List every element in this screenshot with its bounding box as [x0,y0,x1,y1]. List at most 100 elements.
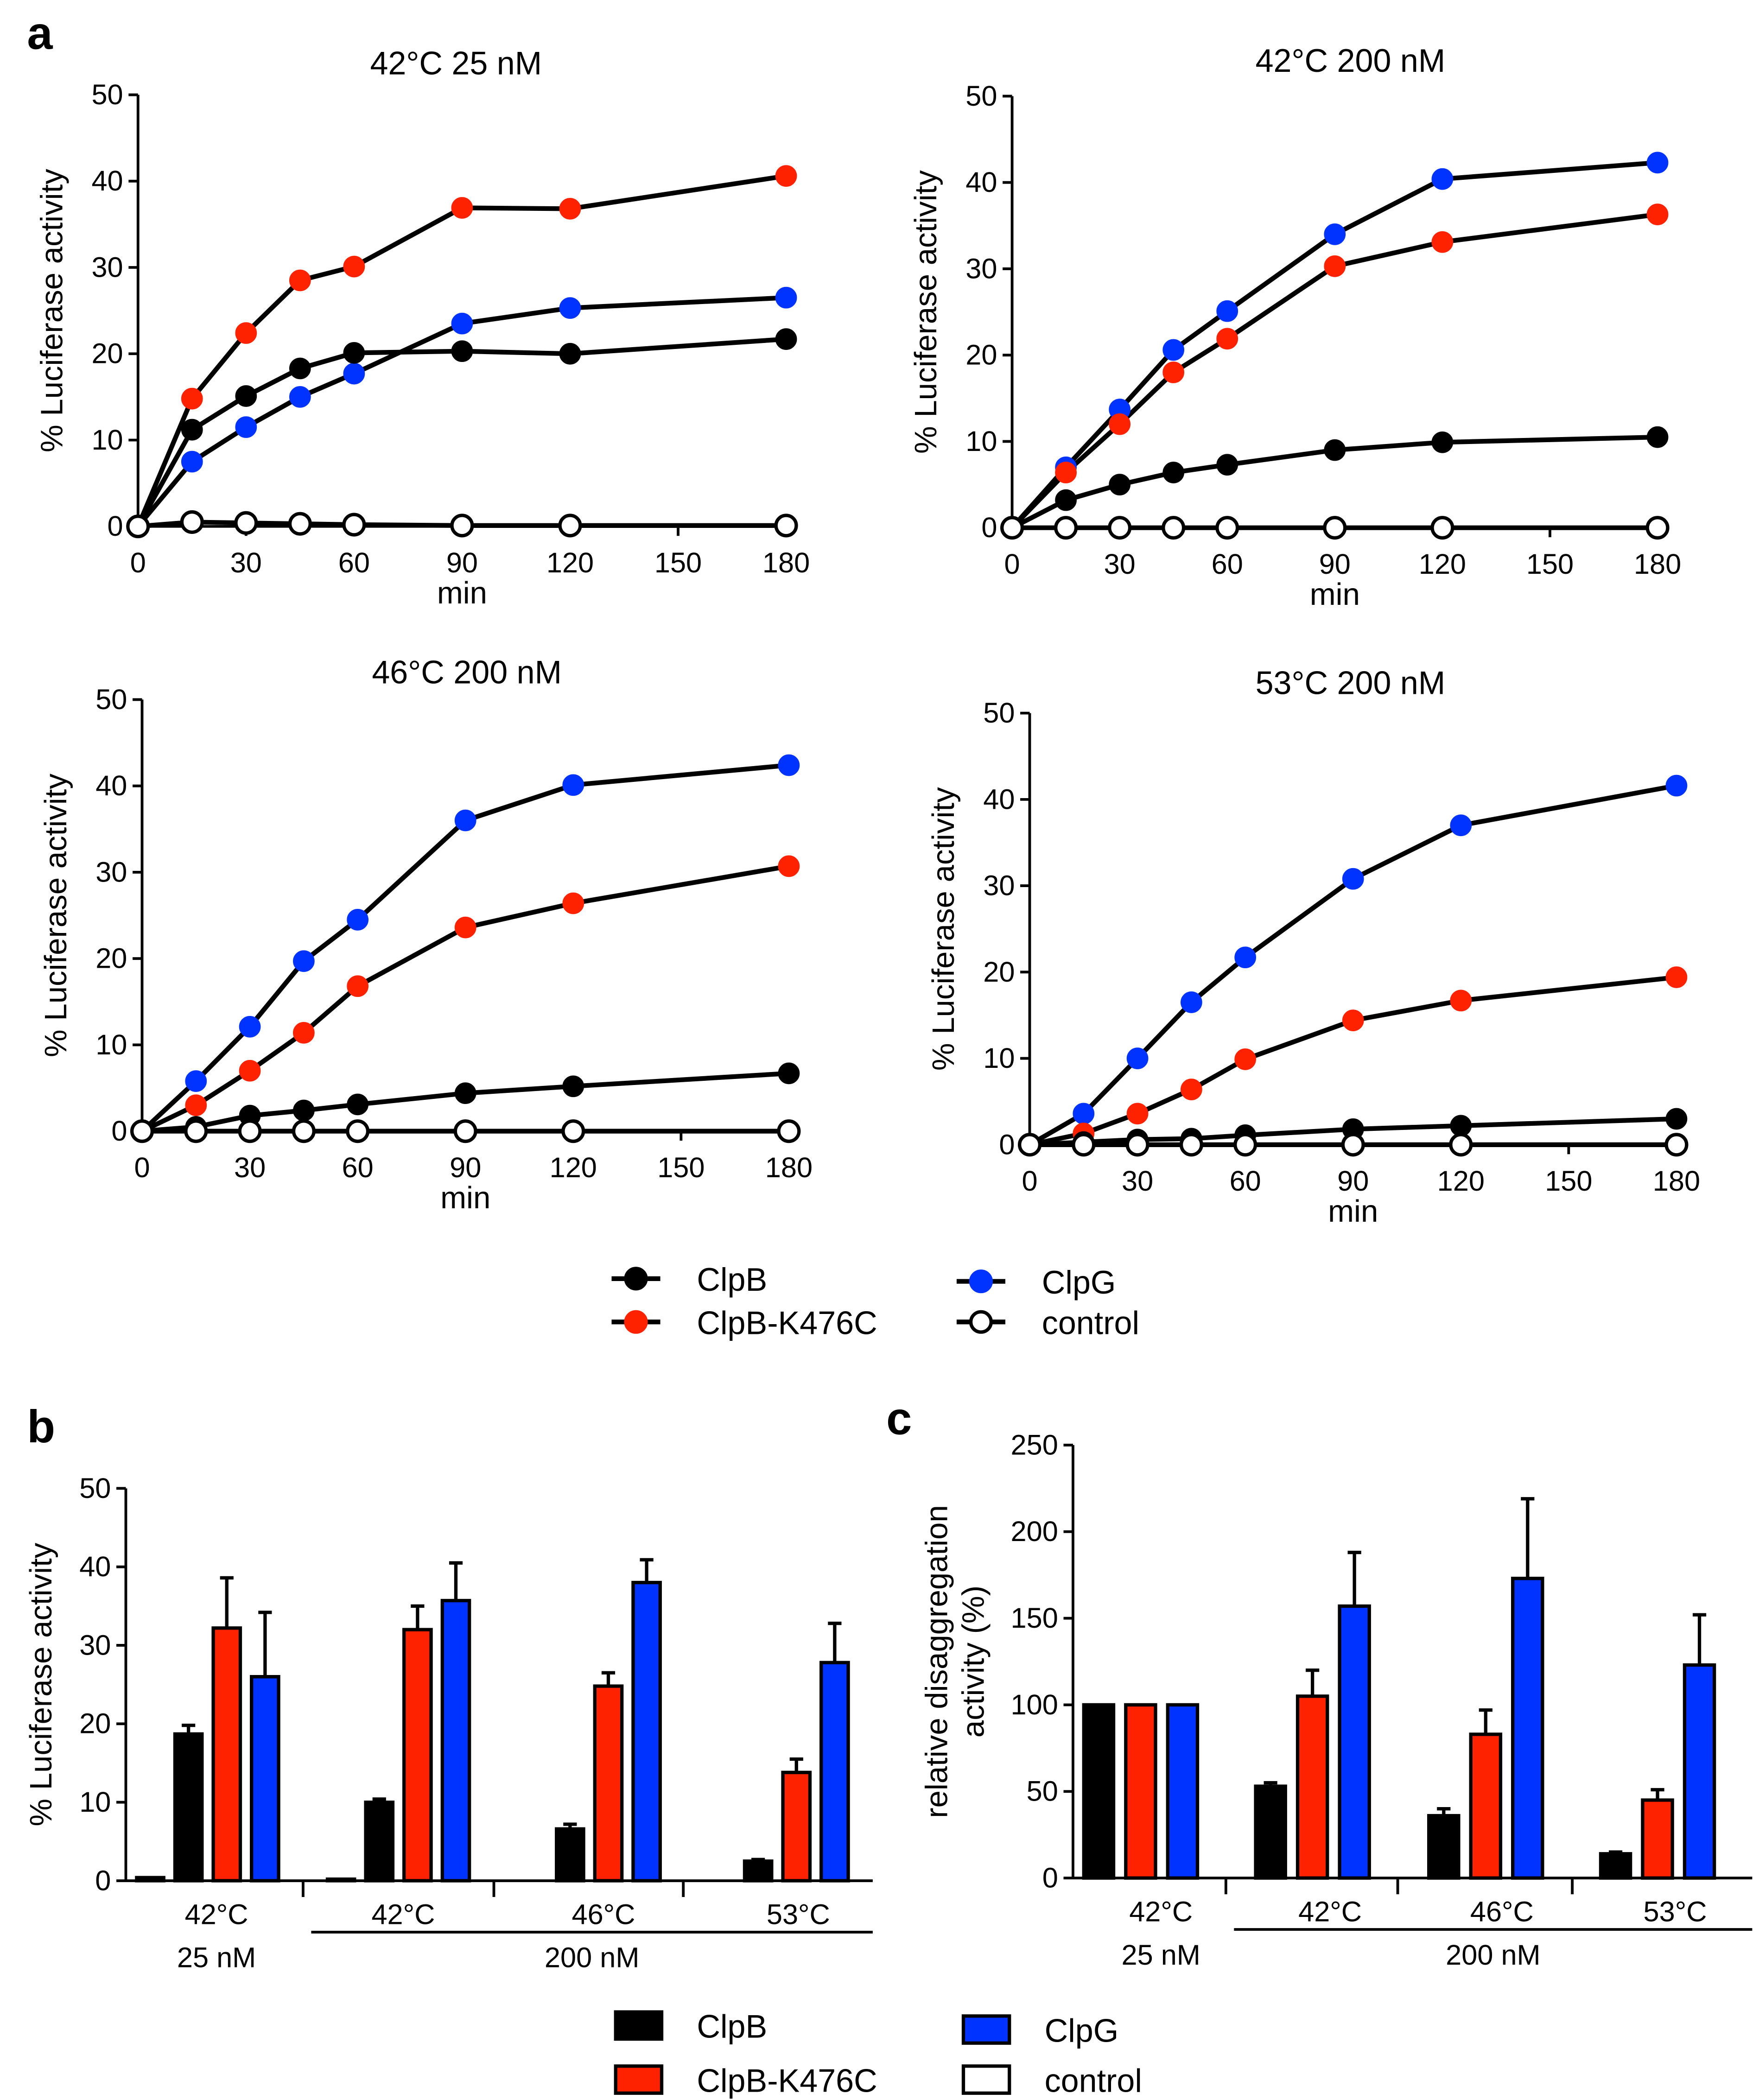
bar-control [325,1877,356,1883]
category-label: 42°C [1298,1896,1362,1927]
legend-item-ClpB-K476C: ClpB-K476C [611,1305,877,1341]
concentration-label: 200 nM [1446,1939,1540,1971]
bar-control [135,1876,165,1883]
data-point-control [130,1119,154,1143]
data-point-ClpB-K476C [778,855,800,877]
y-tick-label: 20 [965,339,997,371]
bar-ClpB [1082,1703,1116,1880]
legend-line-charts: ClpB ClpB-K476C ClpG control [611,1262,1139,1341]
legend-label: ClpG [1042,1264,1116,1301]
data-point-ClpB-K476C [1216,328,1238,350]
y-tick-label: 150 [1011,1602,1058,1634]
category-label: 42°C [371,1898,435,1930]
x-tick-label: 90 [1337,1165,1369,1197]
data-point-control [777,1119,801,1143]
data-point-ClpG [1162,339,1185,361]
chart-title: 53°C 200 nM [1256,665,1446,701]
panel-letter-b: b [27,1401,55,1453]
x-tick-label: 180 [1634,548,1681,580]
data-point-ClpG [778,754,800,776]
x-axis-label: min [440,1180,490,1215]
data-point-ClpB-K476C [1234,1048,1257,1070]
line-chart-3: 46°C 200 nM 0 30 60 90 120 150 180 0 10 20 30 40 50 mi… [38,654,813,1215]
data-point-ClpB [1324,439,1346,461]
y-tick-label: 20 [983,956,1015,988]
data-point-control [346,1119,370,1143]
y-tick-label: 100 [1011,1689,1058,1720]
x-tick-label: 180 [1653,1165,1700,1197]
bar-ClpB [173,1732,204,1883]
data-point-ClpB [293,1099,315,1122]
bar-ClpB-K476C [593,1684,624,1883]
concentration-label: 25 nM [1122,1939,1200,1971]
data-point-ClpB-K476C [235,322,257,344]
data-point-control [1054,516,1078,540]
y-tick-label: 30 [983,870,1015,901]
legend-label: control [1042,1305,1139,1341]
data-point-ClpG [1234,946,1257,969]
y-tick-label: 50 [983,697,1015,729]
data-point-control [1233,1133,1257,1157]
data-point-ClpB [1665,1108,1688,1130]
data-point-ClpB [1055,489,1077,511]
bar-ClpB [364,1800,395,1883]
legend-swatch [614,2064,664,2095]
data-point-control [1430,516,1454,540]
bar-ClpB [555,1827,585,1883]
y-tick-label: 30 [79,1629,111,1661]
x-tick-label: 150 [657,1152,705,1183]
data-point-control [1017,1133,1042,1157]
legend-item-control: control [961,2062,1142,2099]
x-tick-label: 0 [134,1152,150,1183]
y-axis-label: activity (%) [956,1586,991,1738]
y-tick-label: 0 [999,1129,1015,1160]
data-point-control [1000,516,1024,540]
data-point-ClpB [1431,431,1454,453]
category-label: 46°C [572,1898,635,1930]
x-tick-label: 90 [1319,548,1351,580]
y-tick-label: 10 [965,425,997,457]
y-tick-label: 30 [91,251,123,283]
data-point-ClpB [1646,426,1669,448]
data-point-ClpB-K476C [347,975,369,997]
x-tick-label: 120 [1437,1165,1485,1197]
chart-title: 46°C 200 nM [372,654,562,690]
data-point-ClpB-K476C [1109,413,1131,435]
panel-letter-a: a [27,7,53,59]
bar-ClpB [743,1859,774,1883]
x-tick-label: 120 [1419,548,1466,580]
x-tick-label: 150 [654,547,702,578]
data-point-control [238,1119,262,1143]
y-axis-label: % Luciferase activity [24,1542,58,1826]
data-point-ClpB-K476C [289,269,311,292]
data-point-ClpG [451,312,473,335]
x-tick-label: 60 [1212,548,1243,580]
data-point-control [1072,1133,1096,1157]
data-point-ClpB-K476C [181,387,203,410]
bar-ClpB-K476C [1124,1703,1157,1880]
data-point-control [342,513,366,537]
data-point-ClpB-K476C [1324,255,1346,277]
data-point-ClpB-K476C [185,1094,207,1117]
legend-label: ClpB-K476C [697,1305,877,1341]
concentration-label: 25 nM [177,1942,256,1973]
data-point-ClpG [559,297,581,319]
data-point-ClpB-K476C [293,1021,315,1044]
x-tick-label: 0 [1022,1165,1037,1197]
legend-marker [969,1310,993,1334]
data-point-ClpB-K476C [451,197,473,219]
data-point-control [180,510,204,534]
data-point-control [288,512,312,536]
legend-bar-charts: ClpB ClpB-K476C ClpG control [614,2009,1142,2099]
x-tick-label: 30 [230,547,262,578]
bar-chart-b: 0 10 20 30 40 50 42°C 42°C 46°C 53°C 25 nM 200 nM % … [24,1472,873,1973]
data-point-ClpG [235,416,257,438]
category-label: 53°C [767,1898,830,1930]
data-point-control [453,1119,477,1143]
bar-ClpG [440,1599,471,1883]
data-point-ClpB-K476C [1450,990,1472,1012]
data-point-control [1323,516,1347,540]
legend-label: ClpB-K476C [697,2062,877,2099]
x-tick-label: 150 [1545,1165,1592,1197]
